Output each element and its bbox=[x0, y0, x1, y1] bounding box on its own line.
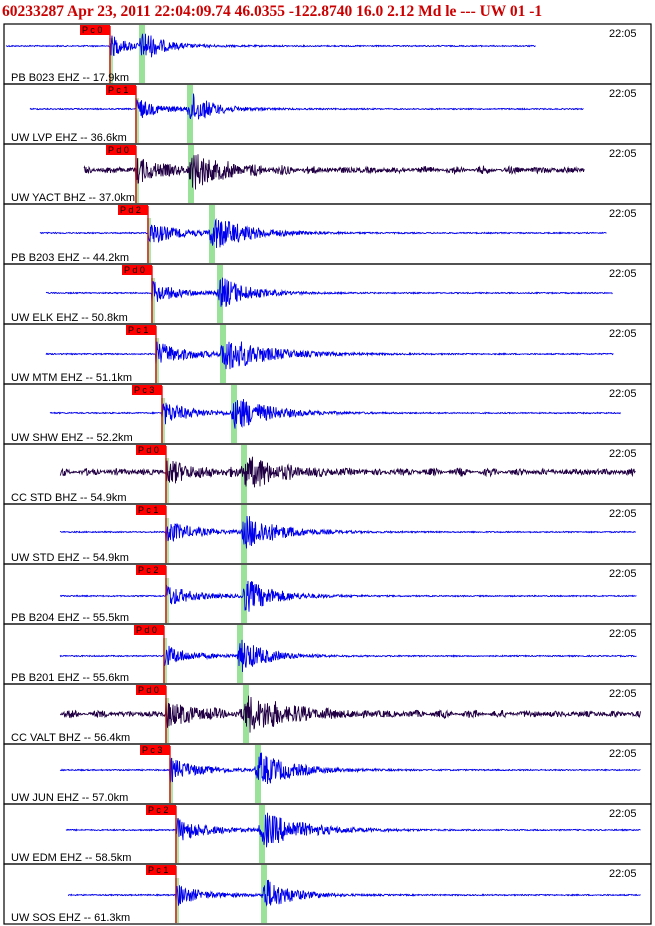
time-label: 22:05 bbox=[609, 148, 637, 160]
time-label: 22:05 bbox=[609, 28, 637, 40]
p-pick-label: P d 0 bbox=[138, 685, 159, 695]
s-wave-window bbox=[139, 25, 145, 83]
station-label: PB B203 EHZ -- 44.2km bbox=[11, 252, 129, 264]
station-label: UW STD EHZ -- 54.9km bbox=[11, 552, 129, 564]
station-label: UW SHW EHZ -- 52.2km bbox=[11, 432, 133, 444]
station-label: PB B201 EHZ -- 55.6km bbox=[11, 672, 129, 684]
waveform-trace bbox=[45, 277, 613, 307]
trace-row-frame bbox=[3, 863, 652, 925]
station-label: UW LVP EHZ -- 36.6km bbox=[11, 132, 127, 144]
waveform-trace bbox=[45, 341, 614, 370]
p-window bbox=[151, 278, 155, 323]
time-label: 22:05 bbox=[609, 868, 637, 880]
p-pick-label: P c 1 bbox=[148, 865, 168, 875]
station-label: CC STD BHZ -- 54.9km bbox=[11, 492, 127, 504]
p-pick-label: P c 1 bbox=[138, 505, 158, 515]
station-label: PB B023 EHZ -- 17.9km bbox=[11, 72, 129, 84]
p-pick-label-box bbox=[136, 445, 166, 455]
p-pick-label-box bbox=[136, 505, 166, 515]
p-pick-label-box bbox=[106, 85, 136, 95]
p-pick-label: P d 0 bbox=[108, 145, 129, 155]
station-label: UW YACT BHZ -- 37.0km bbox=[11, 192, 135, 204]
waveform-trace bbox=[59, 639, 637, 673]
time-label: 22:05 bbox=[609, 388, 637, 400]
time-label: 22:05 bbox=[609, 628, 637, 640]
p-pick-label: P d 0 bbox=[138, 445, 159, 455]
p-pick-label: P c 3 bbox=[134, 385, 154, 395]
p-window bbox=[175, 818, 179, 863]
p-pick-label: P d 0 bbox=[136, 625, 157, 635]
waveform-trace bbox=[49, 398, 621, 429]
waveform-trace bbox=[60, 580, 637, 612]
p-window bbox=[169, 758, 173, 803]
p-pick-label: P c 3 bbox=[142, 745, 162, 755]
p-pick-label-box bbox=[106, 145, 136, 155]
waveform-trace bbox=[29, 93, 584, 120]
p-window bbox=[109, 38, 113, 83]
waveform-trace bbox=[59, 515, 636, 549]
p-pick-label-box bbox=[146, 865, 176, 875]
time-label: 22:05 bbox=[609, 328, 637, 340]
p-pick-label-box bbox=[134, 625, 164, 635]
s-wave-window bbox=[261, 865, 267, 923]
p-pick-label: P c 1 bbox=[128, 325, 148, 335]
p-pick-label-box bbox=[146, 805, 176, 815]
time-label: 22:05 bbox=[609, 808, 637, 820]
s-wave-window bbox=[217, 265, 223, 323]
event-header: 60233287 Apr 23, 2011 22:04:09.74 46.035… bbox=[2, 3, 543, 20]
waveform-trace bbox=[39, 218, 607, 249]
station-label: UW SOS EHZ -- 61.3km bbox=[11, 912, 130, 924]
time-label: 22:05 bbox=[609, 88, 637, 100]
p-pick-label-box bbox=[126, 325, 156, 335]
station-label: UW JUN EHZ -- 57.0km bbox=[11, 792, 128, 804]
station-label: CC VALT BHZ -- 56.4km bbox=[11, 732, 130, 744]
s-wave-window bbox=[241, 565, 247, 623]
p-pick-label: P c 2 bbox=[138, 565, 158, 575]
station-label: UW EDM EHZ -- 58.5km bbox=[11, 852, 131, 864]
p-pick-label: P c 2 bbox=[148, 805, 168, 815]
p-window bbox=[163, 638, 167, 683]
p-window bbox=[165, 458, 169, 503]
waveform-trace bbox=[59, 752, 641, 785]
p-pick-label: P c 0 bbox=[82, 25, 102, 35]
waveform-trace bbox=[60, 695, 641, 733]
p-pick-label-box bbox=[140, 745, 170, 755]
station-label: UW MTM EHZ -- 51.1km bbox=[11, 372, 132, 384]
p-pick-label-box bbox=[136, 685, 166, 695]
waveform-trace bbox=[59, 456, 636, 488]
waveform-trace bbox=[83, 154, 585, 190]
p-window bbox=[155, 338, 159, 383]
waveform-trace bbox=[5, 33, 536, 58]
time-label: 22:05 bbox=[609, 568, 637, 580]
time-label: 22:05 bbox=[609, 208, 637, 220]
p-pick-label: P d 2 bbox=[120, 205, 141, 215]
time-label: 22:05 bbox=[609, 688, 637, 700]
p-window bbox=[161, 398, 165, 443]
time-label: 22:05 bbox=[609, 508, 637, 520]
p-pick-label-box bbox=[80, 25, 110, 35]
waveform-trace bbox=[67, 879, 641, 907]
station-label: PB B204 EHZ -- 55.5km bbox=[11, 612, 129, 624]
p-pick-label-box bbox=[136, 565, 166, 575]
p-window bbox=[165, 518, 169, 563]
p-pick-label-box bbox=[122, 265, 152, 275]
p-pick-label-box bbox=[118, 205, 148, 215]
p-pick-label: P d 0 bbox=[124, 265, 145, 275]
p-window bbox=[165, 578, 169, 623]
p-window bbox=[175, 878, 179, 923]
time-label: 22:05 bbox=[609, 748, 637, 760]
p-window bbox=[135, 98, 139, 143]
station-label: UW ELK EHZ -- 50.8km bbox=[11, 312, 128, 324]
p-pick-label-box bbox=[132, 385, 162, 395]
waveform-trace bbox=[65, 812, 641, 848]
time-label: 22:05 bbox=[609, 448, 637, 460]
time-label: 22:05 bbox=[609, 268, 637, 280]
p-window bbox=[135, 158, 139, 203]
p-pick-label: P c 1 bbox=[108, 85, 128, 95]
